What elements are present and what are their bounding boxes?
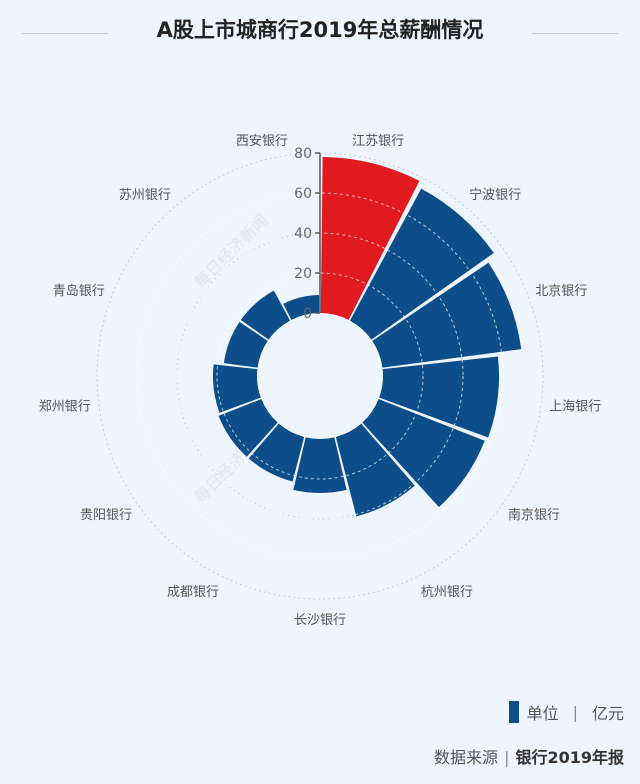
bar [335,423,415,517]
category-label: 南京银行 [508,507,560,523]
axis-tick-label: 40 [294,226,312,242]
axis-tick-label: 80 [294,146,312,162]
category-label: 北京银行 [535,284,587,299]
category-label: 长沙银行 [294,613,346,628]
legend-label: 单位 [526,704,559,723]
category-label: 宁波银行 [469,187,521,203]
axis-tick-label: 60 [294,186,312,202]
chart-title: A股上市城商行2019年总薪酬情况 [156,18,484,42]
category-label: 青岛银行 [53,283,105,299]
watermark: 每日经济新闻 [190,210,271,291]
title-rule-right [532,33,618,34]
bar [320,157,420,320]
category-label: 西安银行 [236,134,288,149]
bar [283,295,320,320]
grid-circle-inner [216,272,424,480]
category-label: 郑州银行 [39,399,91,414]
legend-swatch [508,701,519,723]
axis-tick-label: 0 [303,306,312,322]
bar [293,437,347,494]
source-label: 数据来源 [434,748,499,767]
bar [240,290,291,340]
category-label: 杭州银行 [421,585,473,600]
source-note: 数据来源 | 银行2019年报 [434,744,624,768]
source-value: 银行2019年报 [515,748,624,767]
grid-circle-inner [136,192,504,560]
bar [349,188,494,340]
bar [248,423,305,482]
bar [218,399,278,457]
title-rule-left [22,33,108,34]
legend: 单位 | 亿元 [508,700,624,724]
bar [362,399,485,508]
legend-separator: | [572,702,578,722]
source-separator: | [504,748,510,767]
bar [223,321,268,368]
bar [379,356,499,438]
bar [372,262,522,368]
category-label: 江苏银行 [352,133,404,149]
axis-tick-label: 20 [294,266,312,282]
category-label: 苏州银行 [119,187,171,203]
category-label: 上海银行 [549,399,601,414]
legend-unit: 亿元 [591,704,624,723]
bar [213,364,261,413]
category-label: 贵阳银行 [80,508,132,523]
category-label: 成都银行 [167,585,219,600]
